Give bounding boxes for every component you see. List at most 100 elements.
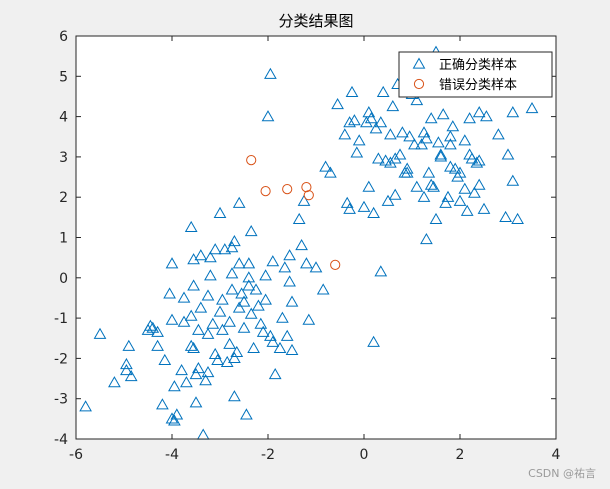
- triangle-point: [285, 295, 299, 307]
- triangle-point: [410, 180, 424, 192]
- triangle-point: [458, 134, 472, 146]
- triangle-point: [208, 243, 222, 255]
- chart-title: 分类结果图: [278, 12, 353, 30]
- triangle-point: [108, 376, 121, 388]
- triangle-point: [79, 400, 92, 412]
- x-tick-label: -2: [261, 447, 275, 463]
- triangle-point: [244, 224, 258, 237]
- triangle-point: [144, 319, 157, 331]
- triangle-point: [374, 265, 388, 277]
- triangle-point: [165, 313, 179, 325]
- triangle-point: [192, 323, 205, 335]
- triangle-point: [319, 160, 332, 172]
- triangle-point: [300, 257, 313, 269]
- triangle-point: [436, 108, 450, 120]
- y-tick-label: 3: [59, 150, 68, 166]
- triangle-point: [460, 204, 474, 216]
- triangle-point: [396, 126, 409, 138]
- triangle-point: [331, 98, 344, 110]
- triangle-point: [211, 353, 224, 366]
- triangle-point: [187, 253, 200, 265]
- triangle-point: [381, 194, 395, 206]
- triangle-point: [470, 156, 484, 168]
- triangle-point: [362, 180, 376, 192]
- legend-circle-icon: [413, 78, 425, 90]
- triangle-point: [444, 138, 457, 150]
- legend-label: 错误分类样本: [439, 78, 517, 93]
- triangle-point: [434, 148, 448, 160]
- triangle-point: [280, 329, 294, 341]
- y-tick-label: -4: [54, 432, 68, 448]
- y-tick-label: 5: [59, 69, 68, 85]
- triangle-point: [410, 93, 424, 106]
- triangle-point: [120, 363, 133, 376]
- triangle-point: [259, 269, 272, 281]
- triangle-point: [184, 339, 198, 351]
- triangle-point: [343, 116, 356, 128]
- triangle-point: [252, 299, 265, 311]
- triangle-point: [247, 341, 260, 353]
- triangle-point: [93, 327, 107, 339]
- watermark: CSDN @祐言: [528, 467, 596, 480]
- triangle-point: [453, 166, 467, 178]
- triangle-point: [384, 156, 397, 168]
- triangle-point: [240, 408, 253, 420]
- triangle-point: [170, 408, 184, 420]
- triangle-point: [458, 182, 472, 194]
- triangle-point: [357, 200, 371, 212]
- triangle-point: [388, 188, 402, 200]
- triangle-point: [525, 102, 539, 114]
- triangle-point: [429, 212, 443, 224]
- triangle-point: [184, 220, 198, 233]
- triangle-point: [266, 255, 280, 267]
- data-marks: [79, 45, 539, 440]
- triangle-point: [204, 269, 217, 281]
- triangle-point: [360, 116, 373, 128]
- triangle-point: [194, 249, 208, 261]
- triangle-point: [384, 128, 397, 140]
- triangle-point: [223, 315, 236, 327]
- triangle-point: [369, 122, 383, 134]
- triangle-point: [228, 235, 241, 247]
- triangle-point: [376, 85, 390, 98]
- triangle-point: [316, 283, 330, 295]
- triangle-point: [506, 106, 520, 118]
- triangle-point: [400, 162, 414, 174]
- triangle-point: [165, 412, 179, 424]
- triangle-point: [472, 106, 486, 118]
- triangle-point: [499, 210, 512, 222]
- triangle-point: [225, 283, 239, 295]
- circle-point: [260, 186, 271, 197]
- circle-point: [301, 182, 312, 193]
- triangle-point: [206, 317, 220, 329]
- triangle-point: [350, 146, 364, 158]
- triangle-point: [417, 190, 431, 202]
- triangle-point: [285, 343, 299, 355]
- triangle-point: [468, 186, 481, 198]
- triangle-point: [367, 335, 380, 347]
- triangle-point: [232, 301, 246, 313]
- triangle-point: [324, 166, 337, 178]
- y-tick-label: -3: [54, 392, 68, 408]
- triangle-point: [201, 365, 215, 378]
- triangle-point: [444, 130, 457, 142]
- y-tick-label: 4: [59, 110, 68, 126]
- triangle-point: [242, 271, 256, 283]
- triangle-point: [168, 380, 181, 392]
- triangle-point: [352, 134, 366, 146]
- triangle-point: [386, 100, 400, 112]
- triangle-point: [472, 178, 486, 190]
- triangle-point: [175, 363, 188, 376]
- triangle-point: [216, 323, 229, 335]
- triangle-point: [120, 357, 133, 370]
- triangle-point: [463, 112, 476, 124]
- triangle-point: [187, 279, 200, 291]
- series-misclassified: [246, 155, 341, 271]
- x-tick-label: 2: [456, 447, 465, 463]
- triangle-point: [345, 85, 359, 98]
- triangle-point: [448, 162, 462, 174]
- triangle-point: [184, 309, 198, 321]
